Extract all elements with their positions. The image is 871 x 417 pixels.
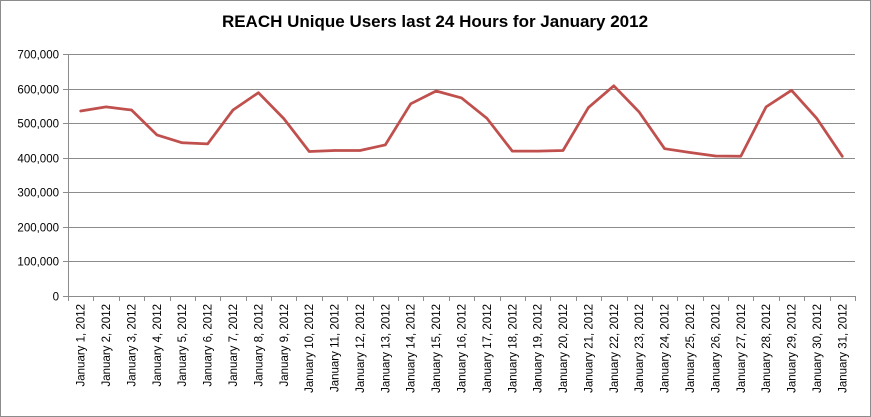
data-point [764,105,768,109]
x-tick-label: January 23, 2012 [634,304,646,393]
x-tick-label: January 22, 2012 [609,304,621,393]
x-tick-label: January 3, 2012 [126,304,138,386]
data-point [815,117,819,120]
x-tick-label: January 6, 2012 [203,304,215,386]
data-point [104,105,108,109]
data-point [79,109,82,113]
y-tick-label: 100,000 [17,257,59,269]
y-tick-label: 0 [53,292,59,304]
x-tick-label: January 12, 2012 [355,304,367,393]
series [79,84,844,158]
x-tick-label: January 4, 2012 [152,304,164,386]
data-point [257,91,260,94]
y-tick-label: 600,000 [17,85,59,97]
x-tick-label: January 27, 2012 [736,304,748,393]
data-point [714,154,717,158]
data-point [638,110,641,114]
data-point [409,102,412,105]
data-point [587,106,590,109]
data-point [333,149,336,152]
data-point [536,149,539,153]
y-tick-label: 200,000 [17,223,59,235]
x-tick-label: January 29, 2012 [787,304,799,393]
data-point [155,133,159,137]
data-point [434,89,438,93]
x-tick-label: January 17, 2012 [482,304,494,393]
y-tick-label: 500,000 [17,119,59,131]
x-tick-label: January 8, 2012 [253,304,265,386]
x-axis-ticks: January 1, 2012 January 2, 2012 January 3,… [76,304,850,393]
data-point [206,142,209,146]
data-point [739,155,742,158]
x-tick-label: January 24, 2012 [660,304,672,393]
data-point [130,108,133,112]
series-line [79,84,844,158]
data-point [307,150,311,153]
data-point [485,117,489,120]
data-point [231,108,235,112]
x-tick-label: January 15, 2012 [431,304,443,393]
data-point [561,149,565,152]
x-tick-label: January 2, 2012 [101,304,113,386]
x-tick-label: January 9, 2012 [279,304,291,386]
x-tick-label: January 13, 2012 [380,304,392,393]
data-point [663,147,666,150]
x-tick-label: January 5, 2012 [177,304,189,386]
x-tick-label: January 1, 2012 [76,304,88,386]
data-point [282,117,285,120]
data-point [358,149,362,152]
x-tick-label: January 26, 2012 [710,304,722,393]
x-tick-label: January 25, 2012 [685,304,697,393]
data-point [384,143,387,147]
x-tick-label: January 7, 2012 [228,304,240,386]
x-tick-label: January 16, 2012 [457,304,469,393]
data-point [460,96,463,100]
gridlines [68,54,855,262]
x-tick-label: January 31, 2012 [837,304,849,393]
data-point [688,151,692,154]
data-point [841,155,844,158]
data-point [181,141,184,145]
x-tick-label: January 30, 2012 [812,304,824,393]
x-tick-label: January 21, 2012 [583,304,595,393]
chart-title: REACH Unique Users last 24 Hours for Jan… [222,12,648,31]
x-tick-label: January 28, 2012 [761,304,773,393]
data-point [511,149,514,153]
x-tick-label: January 11, 2012 [330,304,342,392]
x-tick-label: January 19, 2012 [533,304,545,393]
data-point [790,89,793,92]
x-tick-label: January 18, 2012 [507,304,519,393]
y-tick-label: 700,000 [17,50,59,62]
x-tick-label: January 10, 2012 [304,304,316,393]
x-tick-label: January 20, 2012 [558,304,570,393]
axes [63,54,856,301]
data-point [612,84,616,88]
x-tick-label: January 14, 2012 [406,304,418,393]
y-tick-label: 300,000 [17,188,59,200]
y-axis-ticks: 0 100,000 200,000 300,000 400,000 500,000 600,… [17,50,59,304]
y-tick-label: 400,000 [17,154,59,166]
